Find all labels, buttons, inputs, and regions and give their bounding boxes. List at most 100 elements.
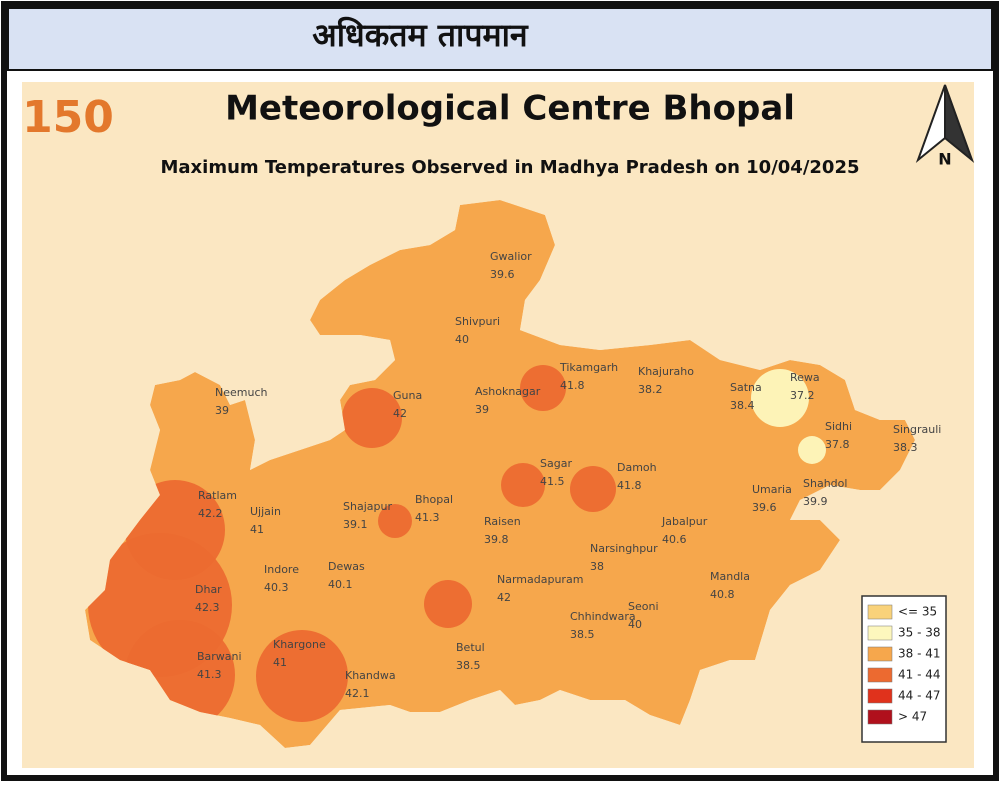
temperature-zone xyxy=(751,369,809,427)
temperature-zone xyxy=(378,504,412,538)
legend-label: > 47 xyxy=(898,710,927,724)
station-name: Betul xyxy=(456,641,485,654)
station-name: Rewa xyxy=(790,371,820,384)
station-name: Ratlam xyxy=(198,489,237,502)
legend-label: 38 - 41 xyxy=(898,647,941,661)
station-name: Shahdol xyxy=(803,477,847,490)
station-value: 40 xyxy=(455,333,469,346)
station-value: 41 xyxy=(250,523,264,536)
station-value: 41 xyxy=(273,656,287,669)
station-name: Narmadapuram xyxy=(497,573,583,586)
station-name: Khargone xyxy=(273,638,326,651)
station-name: Chhindwara xyxy=(570,610,636,623)
station-value: 39.1 xyxy=(343,518,368,531)
station-name: Indore xyxy=(264,563,299,576)
station-value: 40.6 xyxy=(662,533,687,546)
station-value: 39.8 xyxy=(484,533,509,546)
station-name: Shivpuri xyxy=(455,315,500,328)
station-name: Shajapur xyxy=(343,500,392,513)
legend-label: <= 35 xyxy=(898,605,937,619)
station-name: Gwalior xyxy=(490,250,532,263)
legend-label: 35 - 38 xyxy=(898,626,941,640)
station-value: 42 xyxy=(497,591,511,604)
station-name: Barwani xyxy=(197,650,242,663)
station-value: 41.8 xyxy=(617,479,642,492)
legend-label: 44 - 47 xyxy=(898,689,941,703)
header-title: अधिकतम तापमान xyxy=(312,16,529,54)
header-band xyxy=(7,7,993,71)
legend-swatch xyxy=(867,646,893,662)
station-value: 38.5 xyxy=(570,628,595,641)
state-map xyxy=(85,200,915,748)
temperature-zone xyxy=(342,388,402,448)
station-value: 40.1 xyxy=(328,578,353,591)
station-name: Ashoknagar xyxy=(475,385,541,398)
legend-swatch xyxy=(867,709,893,725)
legend-swatch xyxy=(867,688,893,704)
station-value: 41.5 xyxy=(540,475,565,488)
station-value: 38.3 xyxy=(893,441,918,454)
station-value: 41.8 xyxy=(560,379,585,392)
station-value: 39.6 xyxy=(752,501,777,514)
legend-swatch xyxy=(867,625,893,641)
station-labels: Gwalior 39.6 Shivpuri 40 Neemuch 39 Guna 42 Asho… xyxy=(195,250,941,700)
station-value: 38 xyxy=(590,560,604,573)
station-value: 40.3 xyxy=(264,581,289,594)
temperature-zone xyxy=(424,580,472,628)
station-value: 39.6 xyxy=(490,268,515,281)
legend-swatch xyxy=(867,604,893,620)
station-name: Umaria xyxy=(752,483,792,496)
station-name: Raisen xyxy=(484,515,521,528)
station-name: Jabalpur xyxy=(661,515,708,528)
temperature-zone xyxy=(520,365,566,411)
station-name: Dhar xyxy=(195,583,222,596)
station-value: 39 xyxy=(475,403,489,416)
state-fill xyxy=(85,200,915,748)
temperature-zone xyxy=(256,630,348,722)
station-name: Singrauli xyxy=(893,423,941,436)
station-value: 42.3 xyxy=(195,601,220,614)
station-name: Khandwa xyxy=(345,669,396,682)
temperature-zone xyxy=(501,463,545,507)
station-value: 42.1 xyxy=(345,687,370,700)
station-name: Guna xyxy=(393,389,422,402)
temperature-zone xyxy=(798,436,826,464)
station-name: Dewas xyxy=(328,560,365,573)
station-value: 38.4 xyxy=(730,399,755,412)
temperature-zone xyxy=(570,466,616,512)
station-value: 37.8 xyxy=(825,438,850,451)
north-label: N xyxy=(938,150,951,169)
station-value: 42 xyxy=(393,407,407,420)
legend-swatch xyxy=(867,667,893,683)
station-name: Satna xyxy=(730,381,762,394)
station-name: Ujjain xyxy=(250,505,281,518)
station-name: Sagar xyxy=(540,457,572,470)
station-value: 37.2 xyxy=(790,389,815,402)
station-name: Khajuraho xyxy=(638,365,694,378)
legend: <= 35 35 - 38 38 - 41 41 - 44 44 - 47 > 47 xyxy=(867,604,941,725)
logo: 150 xyxy=(22,92,114,143)
station-name: Seoni xyxy=(628,600,659,613)
station-value: 40.8 xyxy=(710,588,735,601)
station-value: 41.3 xyxy=(415,511,440,524)
station-name: Narsinghpur xyxy=(590,542,658,555)
north-arrow: N xyxy=(915,84,975,169)
station-value: 38.5 xyxy=(456,659,481,672)
station-name: Mandla xyxy=(710,570,750,583)
station-value: 40 xyxy=(628,618,642,631)
legend-label: 41 - 44 xyxy=(898,668,941,682)
station-value: 41.3 xyxy=(197,668,222,681)
station-name: Neemuch xyxy=(215,386,267,399)
station-name: Damoh xyxy=(617,461,657,474)
arrow-right xyxy=(944,84,975,164)
station-name: Tikamgarh xyxy=(559,361,618,374)
station-value: 39.9 xyxy=(803,495,828,508)
map-subtitle: Maximum Temperatures Observed in Madhya … xyxy=(160,157,859,178)
station-name: Bhopal xyxy=(415,493,453,506)
station-name: Sidhi xyxy=(825,420,852,433)
station-value: 38.2 xyxy=(638,383,663,396)
station-value: 42.2 xyxy=(198,507,223,520)
station-value: 39 xyxy=(215,404,229,417)
map-title: Meteorological Centre Bhopal xyxy=(225,89,795,129)
